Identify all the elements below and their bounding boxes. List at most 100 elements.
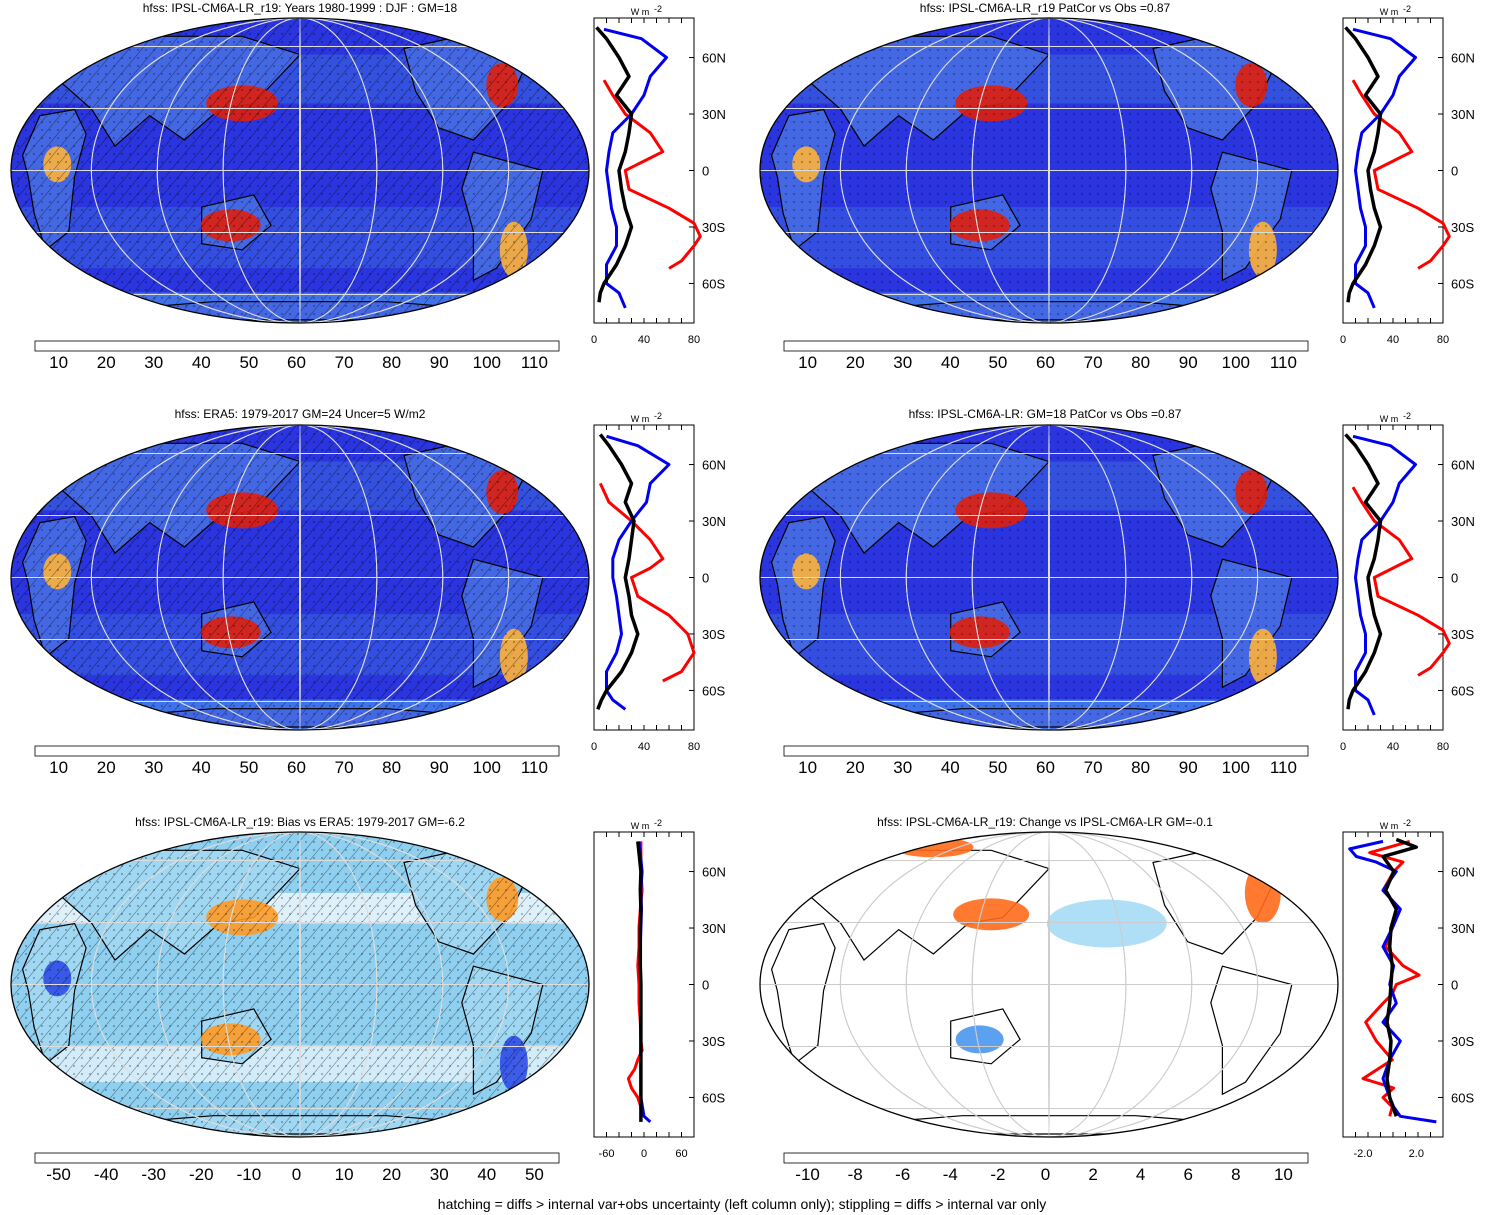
colorbar-tick-label: 40: [941, 758, 960, 777]
colorbar-tick-label: 110: [521, 353, 548, 372]
colorbar-tick-label: -40: [94, 1165, 119, 1184]
zonal-series-black: [1381, 837, 1419, 1117]
colorbar: -10 -8 -6 -4 -2 0 2 4 6 8 10: [783, 1152, 1309, 1184]
colorbar-tick-label: -10: [795, 1165, 820, 1184]
colorbar-tick-label: 0: [292, 1165, 301, 1184]
colorbar-tick-label: 4: [1136, 1165, 1145, 1184]
colorbar-tick-label: 100: [1222, 758, 1250, 777]
colorbar-tick-label: 20: [382, 1165, 401, 1184]
colorbar-tick-label: -50: [46, 1165, 71, 1184]
colorbar-tick-label: 30: [430, 1165, 449, 1184]
colorbar-tick-label: 0: [1041, 1165, 1050, 1184]
colorbar-tick-label: 20: [97, 353, 116, 372]
zonal-unit-exponent: -2: [1403, 818, 1411, 828]
colorbar-tick-label: -6: [895, 1165, 910, 1184]
zonal-series-black: [1344, 26, 1383, 303]
zonal-unit-exponent: -2: [654, 818, 662, 828]
colorbar-tick-label: 50: [239, 758, 258, 777]
zonal-unit-label: W m: [1380, 7, 1399, 17]
colorbar-tick-label: 70: [1084, 758, 1103, 777]
map-outline: [759, 831, 1339, 1138]
zonal-series-blue: [603, 27, 668, 309]
colorbar-tick-label: 70: [1084, 353, 1103, 372]
latitude-tick-label: 60S: [1451, 683, 1474, 698]
colorbar-tick-label: 50: [239, 353, 258, 372]
latitude-tick-label: 30N: [1451, 107, 1475, 122]
zonal-x-tick-label: 40: [638, 741, 650, 753]
colorbar-tick-label: 10: [1274, 1165, 1293, 1184]
zonal-unit-exponent: -2: [654, 4, 662, 14]
panel-6: hfss: IPSL-CM6A-LR_r19: Change vs IPSL-C…: [759, 815, 1475, 1184]
colorbar-tick-label: 80: [1131, 758, 1150, 777]
zonal-mean-frame: [1342, 831, 1444, 1138]
graticule: [11, 425, 589, 730]
zonal-unit-exponent: -2: [654, 411, 662, 421]
colorbar-tick-label: 40: [192, 353, 211, 372]
colorbar: 10 20 30 40 50 60 70 80 90 100 110: [34, 340, 560, 372]
colorbar-tick-label: 8: [1231, 1165, 1240, 1184]
latitude-tick-label: 60S: [702, 683, 725, 698]
zonal-x-tick-label: 80: [1437, 741, 1449, 753]
colorbar-tick-label: 2: [1088, 1165, 1097, 1184]
panel-title: hfss: IPSL-CM6A-LR: GM=18 PatCor vs Obs …: [909, 407, 1182, 421]
map-outline: [10, 831, 590, 1138]
colorbar-tick-label: 60: [287, 758, 306, 777]
zonal-series-black: [595, 26, 634, 303]
latitude-tick-label: 0: [702, 571, 709, 586]
map-outline: [10, 17, 590, 324]
zonal-mean-plot: W m -2 60N 30N 0 30S 60S -2.0 2.0: [1342, 818, 1475, 1160]
colorbar: 10 20 30 40 50 60 70 80 90 100 110: [34, 745, 560, 777]
latitude-tick-label: 60N: [702, 51, 726, 66]
colorbar-tick-label: 100: [473, 353, 501, 372]
latitude-tick-label: 30S: [702, 627, 725, 642]
latitude-tick-label: 60N: [702, 865, 726, 880]
latitude-tick-label: 0: [1451, 571, 1458, 586]
zonal-x-tick-label: 0: [591, 334, 597, 346]
map-field: [760, 18, 1338, 323]
latitude-tick-label: 60N: [1451, 51, 1475, 66]
panel-4: hfss: IPSL-CM6A-LR: GM=18 PatCor vs Obs …: [759, 407, 1475, 777]
map-outline: [10, 424, 590, 731]
zonal-unit-label: W m: [1380, 414, 1399, 424]
panel-3: hfss: ERA5: 1979-2017 GM=24 Uncer=5 W/m2…: [10, 407, 726, 777]
latitude-tick-label: 30N: [1451, 921, 1475, 936]
colorbar-tick-label: 10: [798, 353, 817, 372]
colorbar: 10 20 30 40 50 60 70 80 90 100 110: [783, 340, 1309, 372]
zonal-x-tick-label: 40: [1387, 334, 1399, 346]
latitude-tick-label: 30S: [702, 220, 725, 235]
colorbar-tick-label: 30: [144, 353, 163, 372]
zonal-series-black: [636, 841, 643, 1122]
colorbar-tick-label: 100: [1222, 353, 1250, 372]
colorbar-tick-label: 60: [1036, 353, 1055, 372]
zonal-x-tick-label: 0: [591, 741, 597, 753]
colorbar-tick-label: -4: [943, 1165, 958, 1184]
colorbar-tick-label: 30: [144, 758, 163, 777]
latitude-tick-label: 60N: [1451, 458, 1475, 473]
latitude-tick-label: 0: [1451, 978, 1458, 993]
zonal-unit-label: W m: [631, 7, 650, 17]
colorbar-tick-label: 10: [49, 758, 68, 777]
zonal-series-blue: [605, 434, 671, 711]
colorbar-tick-label: 20: [97, 758, 116, 777]
colorbar-tick-label: 30: [893, 353, 912, 372]
colorbar-tick-label: 80: [382, 758, 401, 777]
colorbar-tick-label: 100: [473, 758, 501, 777]
colorbar-tick-label: 90: [430, 353, 449, 372]
colorbar-tick-label: 40: [192, 758, 211, 777]
zonal-series-blue: [1352, 27, 1417, 309]
zonal-mean-plot: W m -2 60N 30N 0 30S 60S 0 40 80: [1340, 411, 1475, 753]
panel-title: hfss: IPSL-CM6A-LR_r19: Years 1980-1999 …: [143, 1, 458, 15]
colorbar-tick-label: 50: [988, 758, 1007, 777]
latitude-tick-label: 30S: [1451, 627, 1474, 642]
zonal-x-tick-label: 2.0: [1409, 1148, 1424, 1160]
colorbar-tick-label: 40: [941, 353, 960, 372]
colorbar-tick-label: -20: [189, 1165, 214, 1184]
latitude-tick-label: 60N: [1451, 865, 1475, 880]
zonal-x-tick-label: 80: [688, 741, 700, 753]
zonal-mean-plot: W m -2 60N 30N 0 30S 60S 0 40 80: [591, 4, 726, 346]
latitude-tick-label: 0: [702, 164, 709, 179]
colorbar-tick-label: 10: [49, 353, 68, 372]
colorbar-tick-label: -2: [990, 1165, 1005, 1184]
panel-title: hfss: IPSL-CM6A-LR_r19: Bias vs ERA5: 19…: [135, 815, 465, 829]
